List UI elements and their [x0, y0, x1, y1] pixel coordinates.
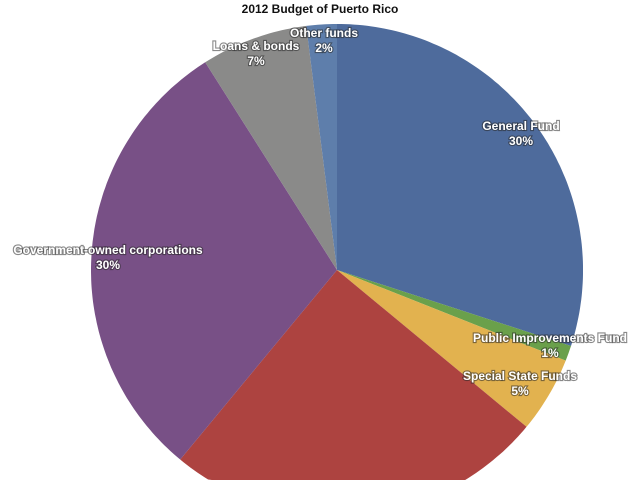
slice-percent-label: 30% — [96, 258, 120, 272]
pie-slice-general-fund — [337, 24, 583, 346]
slice-percent-label: 5% — [511, 384, 529, 398]
slice-label: Special State Funds — [463, 369, 577, 383]
pie-slice-loans-bonds — [205, 25, 337, 271]
pie-slice-unlabeled — [180, 270, 527, 480]
slice-label: Public Improvements Fund — [473, 331, 627, 345]
slice-percent-label: 7% — [247, 54, 265, 68]
pie-slice-public-improvements-fund — [337, 270, 571, 361]
pie-slice-other-funds — [306, 24, 337, 270]
slice-label: Loans & bonds — [213, 39, 300, 53]
slice-percent-label: 1% — [541, 346, 559, 360]
chart-title: 2012 Budget of Puerto Rico — [241, 2, 399, 16]
slice-label: General Fund — [482, 119, 559, 133]
slice-label: Government-owned corporations — [13, 243, 203, 257]
pie-slice-special-state-funds — [337, 270, 566, 427]
slice-percent-label: 30% — [509, 134, 533, 148]
slice-label: Other funds — [290, 26, 358, 40]
pie-slice-government-owned-corporations — [91, 62, 337, 460]
slice-percent-label: 2% — [315, 41, 333, 55]
